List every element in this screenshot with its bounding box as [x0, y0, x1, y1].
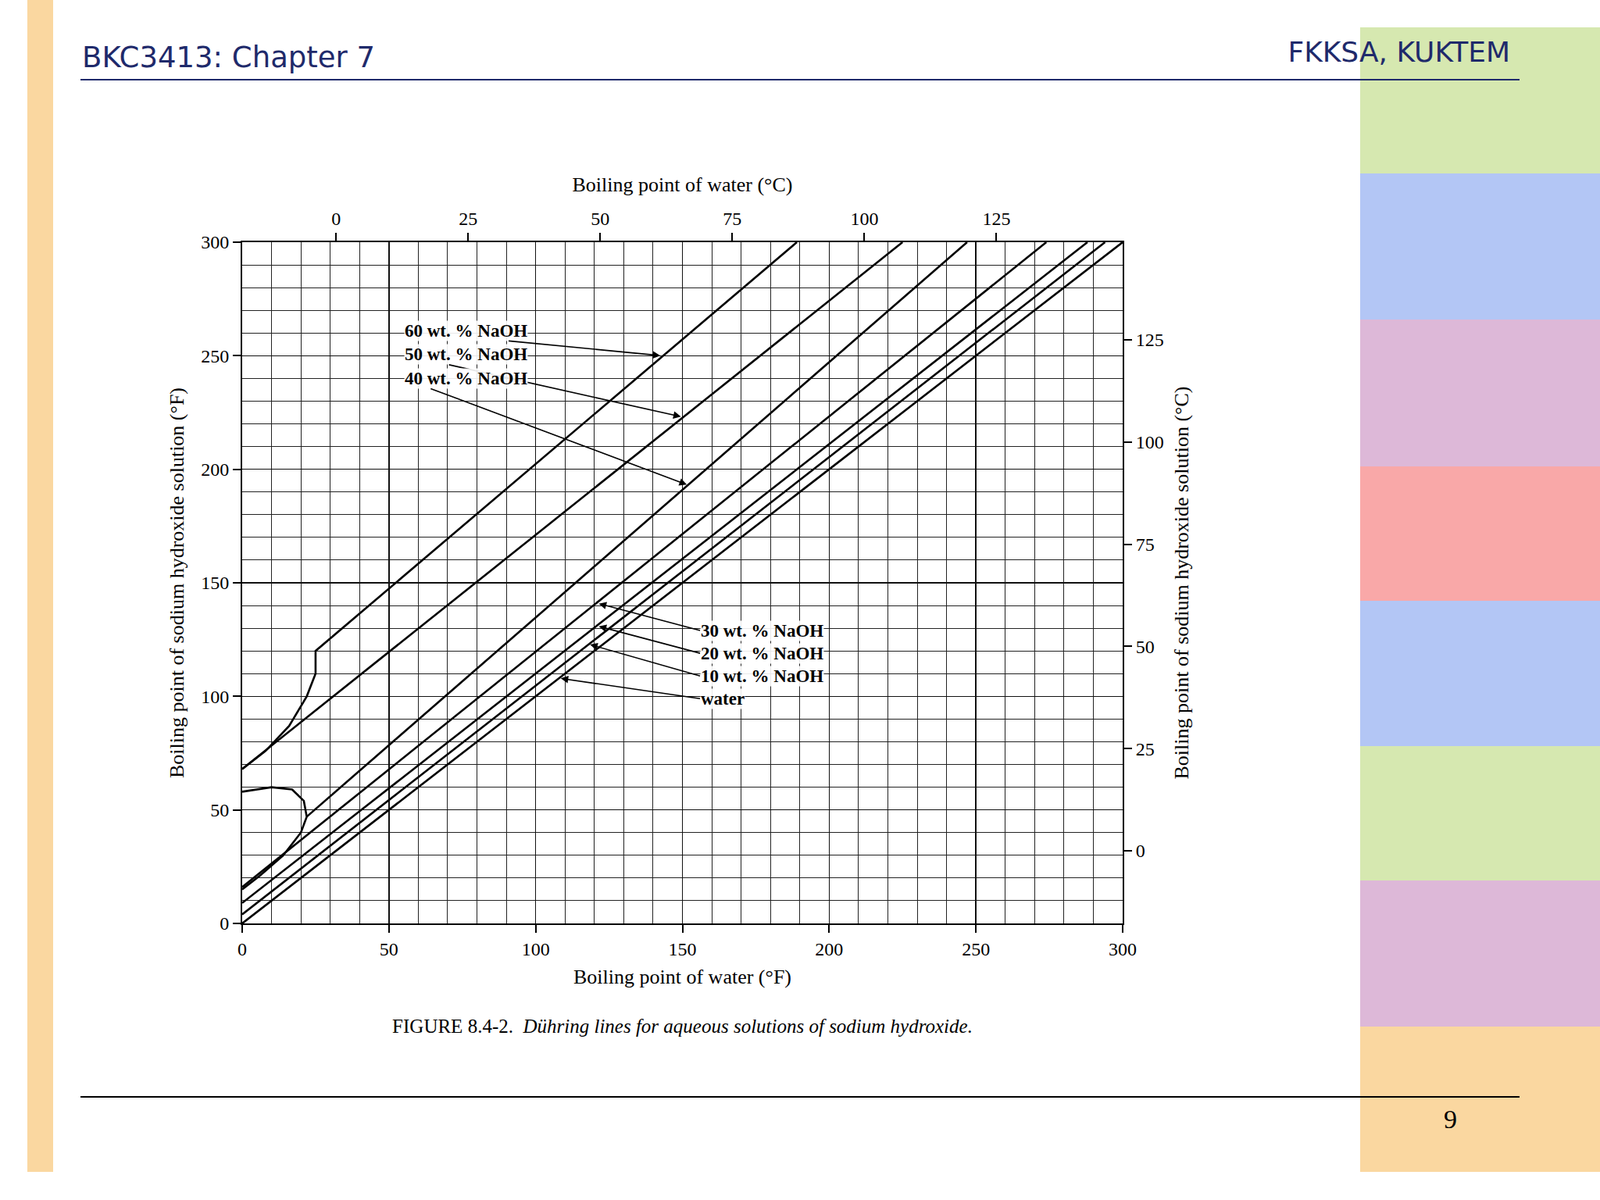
svg-text:FIGURE 8.4-2. Dühring lines f: FIGURE 8.4-2. Dühring lines for aqueous … — [392, 1015, 973, 1037]
html-text:BKC3413: Chapter 7: BKC3413: Chapter 7 — [82, 40, 376, 75]
svg-text:40 wt. % NaOH: 40 wt. % NaOH — [404, 368, 528, 389]
svg-text:Boiling point of sodium hydrox: Boiling point of sodium hydroxide soluti… — [165, 387, 189, 779]
svg-text:0: 0 — [237, 939, 247, 960]
svg-text:20 wt. % NaOH: 20 wt. % NaOH — [700, 643, 824, 664]
svg-text:0: 0 — [331, 208, 341, 229]
svg-text:200: 200 — [814, 939, 843, 960]
svg-text:50: 50 — [590, 208, 610, 229]
svg-text:100: 100 — [850, 208, 879, 229]
svg-text:Boiling point of water (°F): Boiling point of water (°F) — [573, 965, 792, 989]
svg-text:50: 50 — [210, 800, 229, 821]
svg-text:75: 75 — [1135, 534, 1155, 555]
svg-text:0: 0 — [219, 913, 229, 934]
svg-text:50: 50 — [379, 939, 399, 960]
svg-text:100: 100 — [521, 939, 550, 960]
svg-text:300: 300 — [1108, 939, 1137, 960]
svg-text:300: 300 — [200, 232, 229, 253]
html-text:FKKSA, KUKTEM: FKKSA, KUKTEM — [1287, 35, 1511, 68]
svg-text:25: 25 — [1135, 739, 1155, 760]
svg-text:Boiling point of water (°C): Boiling point of water (°C) — [572, 173, 793, 197]
svg-text:0: 0 — [1135, 840, 1146, 861]
html-text:9: 9 — [1443, 1104, 1458, 1134]
svg-text:water: water — [700, 689, 745, 709]
svg-text:125: 125 — [982, 208, 1011, 229]
svg-text:100: 100 — [200, 686, 229, 708]
svg-text:Boiling point of sodium hydrox: Boiling point of sodium hydroxide soluti… — [1170, 386, 1193, 780]
svg-text:30 wt. % NaOH: 30 wt. % NaOH — [700, 621, 824, 641]
svg-text:25: 25 — [458, 208, 478, 229]
svg-text:250: 250 — [200, 346, 229, 367]
svg-text:250: 250 — [961, 939, 990, 960]
svg-text:150: 150 — [200, 572, 229, 593]
svg-text:100: 100 — [1135, 432, 1165, 453]
svg-text:75: 75 — [722, 208, 742, 229]
svg-text:10 wt. % NaOH: 10 wt. % NaOH — [700, 666, 824, 686]
svg-text:60 wt. % NaOH: 60 wt. % NaOH — [404, 321, 528, 341]
svg-text:150: 150 — [668, 939, 697, 960]
svg-text:50: 50 — [1135, 636, 1155, 658]
svg-text:50 wt. % NaOH: 50 wt. % NaOH — [404, 344, 528, 365]
svg-text:200: 200 — [200, 459, 229, 480]
svg-text:125: 125 — [1135, 329, 1165, 350]
